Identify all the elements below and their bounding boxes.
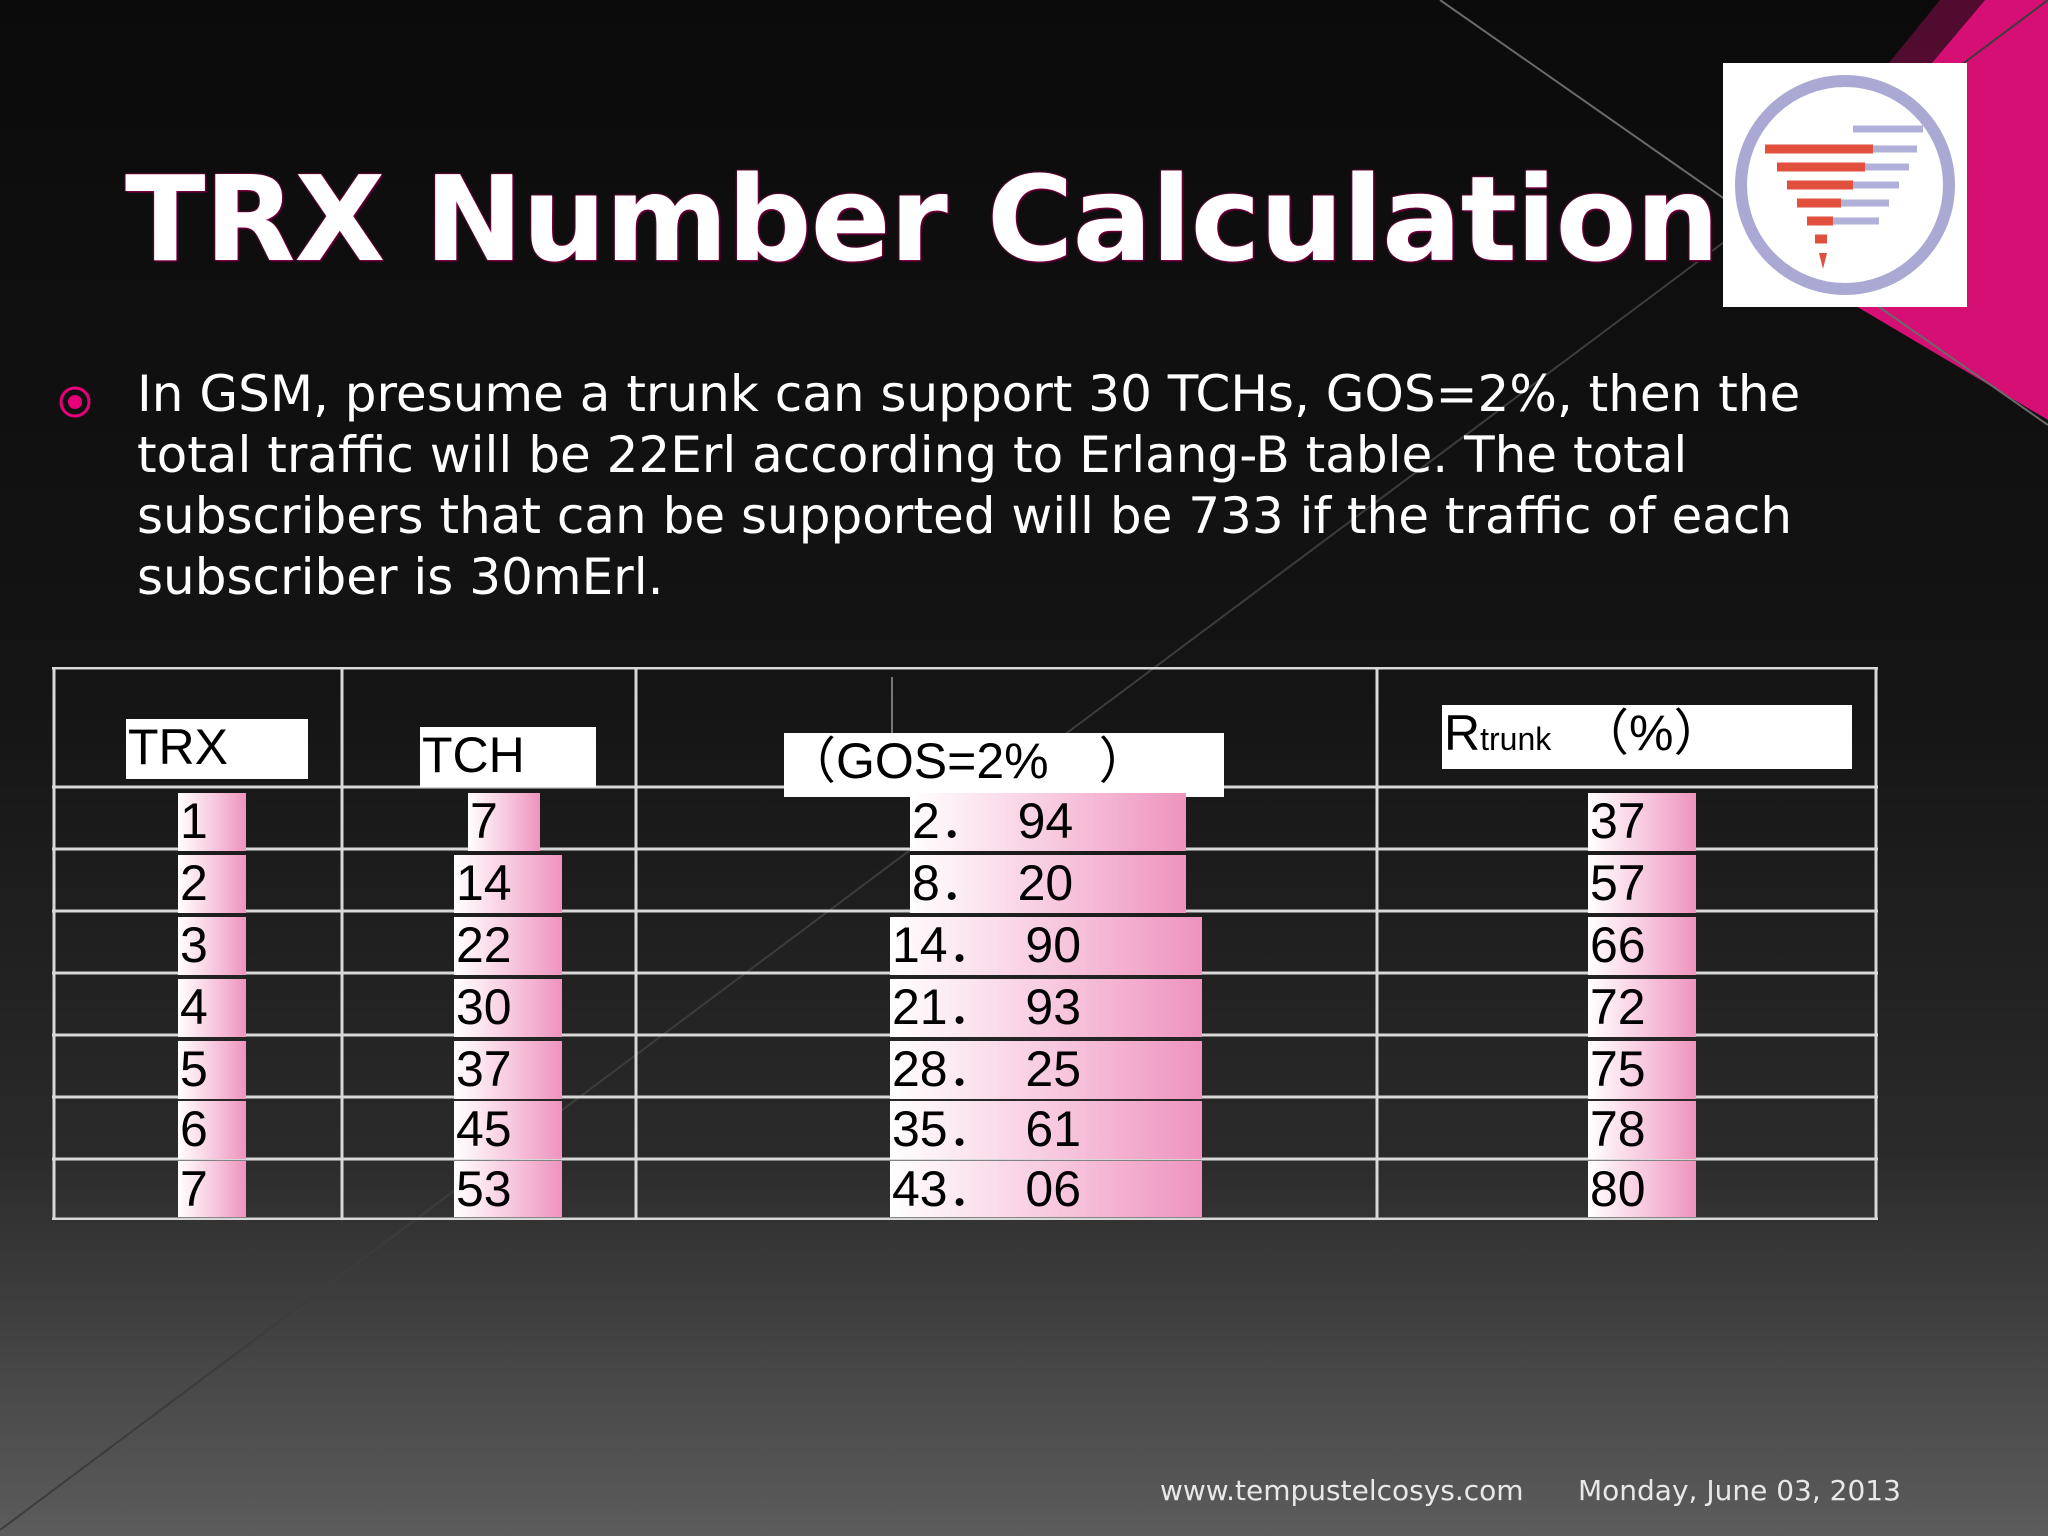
footer-website: www.tempustelcosys.com [1160, 1474, 1524, 1507]
table-cell-trx: 5 [178, 1041, 246, 1099]
table-cell-tch: 14 [454, 855, 562, 913]
table-cell-rtrunk: 57 [1588, 855, 1696, 913]
header-tch: TCH [420, 727, 596, 787]
table-cell-rtrunk: 78 [1588, 1101, 1696, 1159]
header-trx: TRX [126, 719, 308, 779]
table-cell-gos: 14． 90 [890, 917, 1202, 975]
header-rtrunk-sub: trunk [1480, 721, 1552, 757]
table-cell-gos: 43． 06 [890, 1161, 1202, 1217]
table-cell-gos: 21． 93 [890, 979, 1202, 1037]
table-cell-tch: 53 [454, 1161, 562, 1217]
header-rtrunk: Rtrunk （%） [1442, 705, 1852, 769]
table-cell-rtrunk: 66 [1588, 917, 1696, 975]
table-cell-tch: 30 [454, 979, 562, 1037]
table-cell-gos: 35． 61 [890, 1101, 1202, 1159]
slide-title: TRX Number Calculation [125, 150, 1720, 288]
table-cell-tch: 7 [468, 793, 540, 851]
table-cell-trx: 6 [178, 1101, 246, 1159]
header-gos: （GOS=2% ） [784, 733, 1224, 797]
table-cell-trx: 4 [178, 979, 246, 1037]
table-cell-trx: 3 [178, 917, 246, 975]
funnel-logo-icon [1735, 75, 1955, 295]
table-cell-trx: 7 [178, 1161, 246, 1217]
table-cell-gos: 8． 20 [910, 855, 1186, 913]
header-rtrunk-r: R [1444, 705, 1481, 761]
table-cell-gos: 2． 94 [910, 793, 1186, 851]
table-cell-tch: 45 [454, 1101, 562, 1159]
table-cell-rtrunk: 80 [1588, 1161, 1696, 1217]
table-cell-rtrunk: 37 [1588, 793, 1696, 851]
bullet-paragraph: In GSM, presume a trunk can support 30 T… [137, 365, 1801, 606]
table-cell-rtrunk: 75 [1588, 1041, 1696, 1099]
table-cell-gos: 28． 25 [890, 1041, 1202, 1099]
circle-bullet-icon [59, 386, 91, 418]
table-cell-trx: 1 [178, 793, 246, 851]
table-cell-tch: 22 [454, 917, 562, 975]
table-cell-rtrunk: 72 [1588, 979, 1696, 1037]
footer-date: Monday, June 03, 2013 [1578, 1474, 1901, 1507]
table-cell-trx: 2 [178, 855, 246, 913]
erlang-table: TRX TCH （GOS=2% ） Rtrunk （%） 1 7 2． 94 3… [52, 667, 1878, 1220]
header-rtrunk-percent: （%） [1579, 705, 1724, 761]
company-logo [1723, 63, 1967, 307]
table-cell-tch: 37 [454, 1041, 562, 1099]
